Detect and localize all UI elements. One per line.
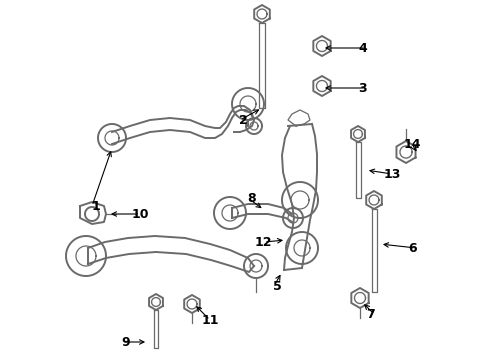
Text: 9: 9 xyxy=(122,336,130,348)
Text: 13: 13 xyxy=(384,167,401,180)
Text: 6: 6 xyxy=(408,242,416,255)
Text: 14: 14 xyxy=(404,138,421,150)
Text: 10: 10 xyxy=(132,207,149,220)
Text: 5: 5 xyxy=(273,279,282,292)
Text: 8: 8 xyxy=(247,192,256,204)
Text: 7: 7 xyxy=(366,307,375,320)
Text: 1: 1 xyxy=(91,199,100,212)
Text: 2: 2 xyxy=(239,113,248,126)
Text: 4: 4 xyxy=(358,41,367,54)
Text: 11: 11 xyxy=(202,314,220,327)
Text: 12: 12 xyxy=(254,235,272,248)
Text: 3: 3 xyxy=(358,81,367,94)
